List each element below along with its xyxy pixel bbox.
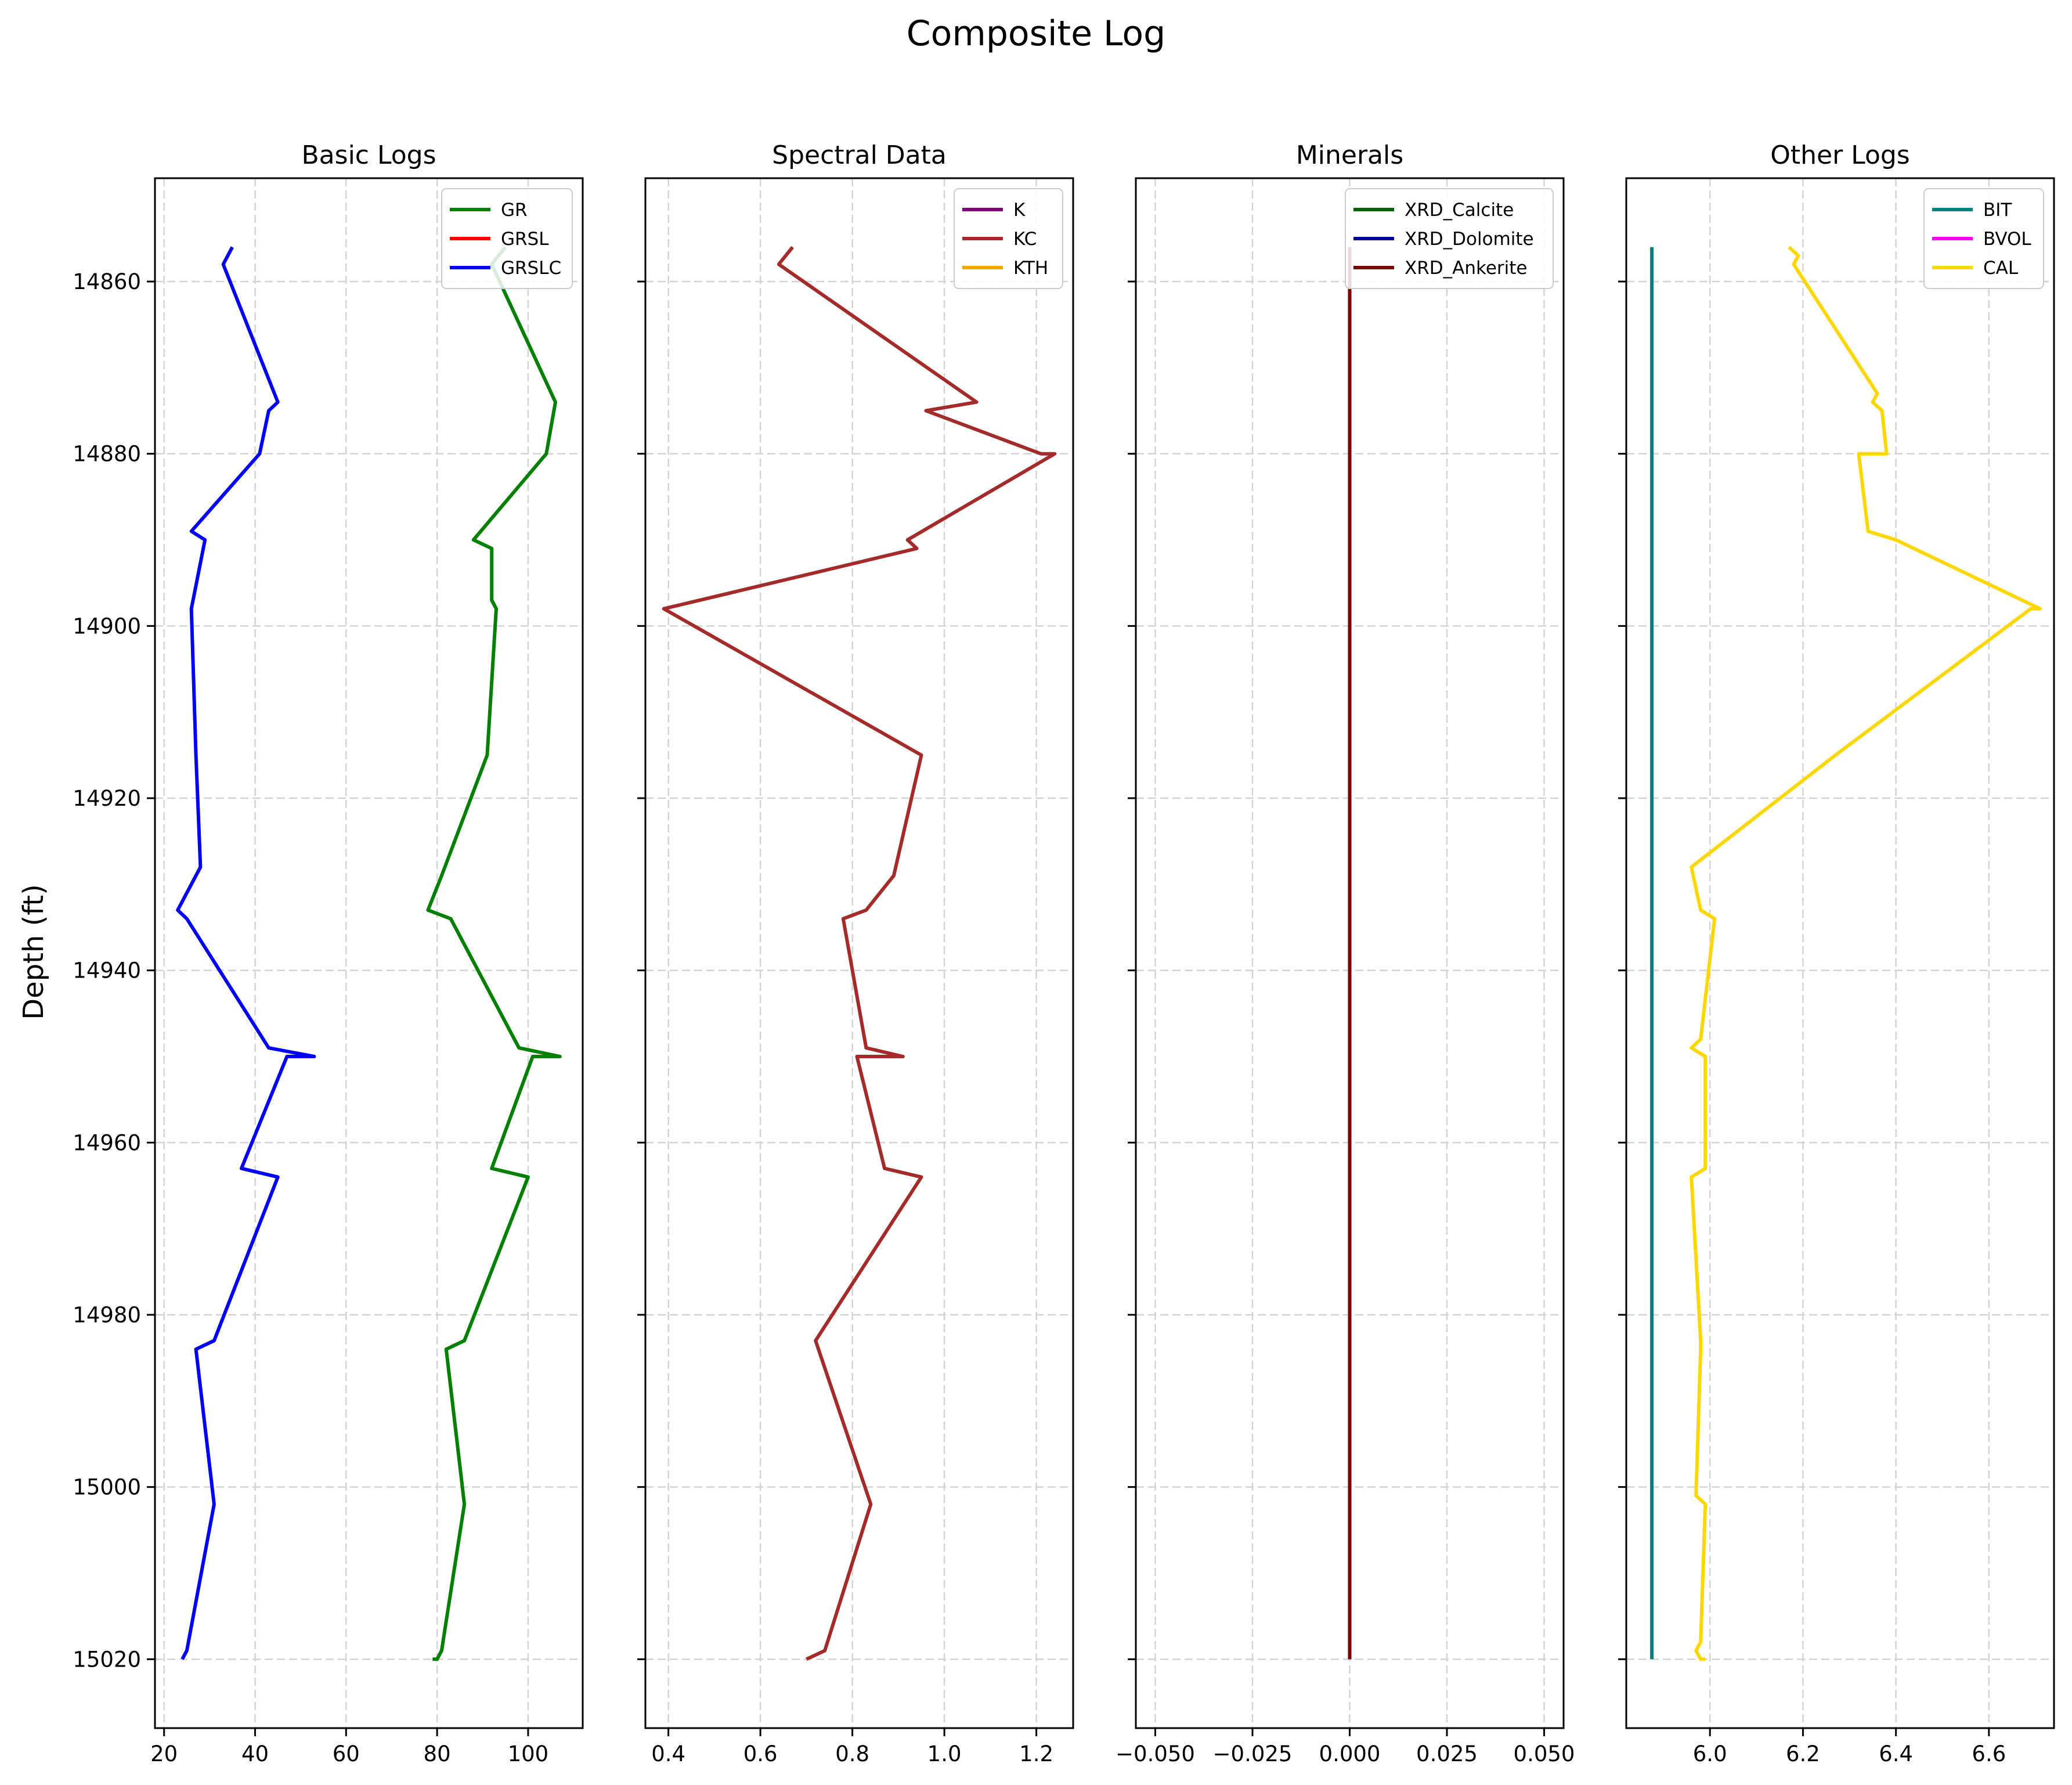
x-tick-label: 6.0 [1693,1741,1727,1766]
legend: XRD_Calcite XRD_Dolomite XRD_Ankerite [1345,188,1554,289]
x-tick-label: 1.0 [927,1741,962,1766]
legend-box [441,188,573,289]
panel-0: 20 40 60 80 100 14860 14880 14900 14920 14940 1496… [73,140,584,1766]
x-tick-label: 6.2 [1786,1741,1820,1766]
y-tick-label: 14960 [73,1130,141,1155]
legend: K KC KTH [954,188,1063,289]
legend: GR GRSL GRSLC [441,188,573,289]
legend-box [954,188,1063,289]
x-tick-label: 60 [333,1741,360,1766]
x-tick-label: 6.6 [1972,1741,2006,1766]
legend-label: K [1013,200,1026,221]
legend-label: GRSLC [501,258,561,279]
x-tick-label: −0.025 [1213,1741,1293,1766]
y-tick-label: 14900 [73,614,141,639]
panels: 20 40 60 80 100 14860 14880 14900 14920 14940 1496… [73,140,2055,1766]
series-line-CAL [1690,246,2042,1661]
legend-label: XRD_Calcite [1405,200,1514,221]
y-tick-label: 14940 [73,958,141,983]
panel-title: Spectral Data [772,140,947,170]
y-tick-label: 14980 [73,1303,141,1328]
axes-frame [644,177,1074,1729]
y-tick-label: 14880 [73,442,141,467]
y-tick-label: 15020 [73,1647,141,1672]
x-tick-label: 100 [508,1741,549,1766]
x-tick-label: 40 [241,1741,269,1766]
x-tick-label: 1.2 [1019,1741,1053,1766]
axes-frame [1625,177,2055,1729]
series-line-KC [662,246,1057,1661]
x-tick-label: 0.8 [835,1741,869,1766]
series-line-GR [426,246,562,1661]
x-tick-label: 0.6 [743,1741,778,1766]
legend-label: BVOL [1983,229,2031,250]
x-tick-label: 6.4 [1879,1741,1913,1766]
legend-label: GR [501,200,528,221]
figure-title: Composite Log [907,13,1165,54]
y-tick-label: 14920 [73,786,141,811]
x-tick-label: 0.050 [1514,1741,1575,1766]
panel-title: Other Logs [1770,140,1909,170]
legend: BIT BVOL CAL [1923,188,2044,289]
y-tick-label: 14860 [73,269,141,294]
legend-label: KC [1013,229,1037,250]
x-tick-label: 80 [424,1741,451,1766]
panel-title: Basic Logs [302,140,436,170]
panel-title: Minerals [1296,140,1403,170]
legend-label: BIT [1983,200,2012,221]
x-tick-label: −0.050 [1116,1741,1195,1766]
panel-1: 0.4 0.6 0.8 1.0 1.2 Spectral Data K KC KTH [637,140,1074,1766]
y-axis-label: Depth (ft) [17,884,50,1020]
panel-2: −0.050 −0.025 0.000 0.025 0.050 Minerals XRD_C… [1116,140,1575,1766]
legend-label: GRSL [501,229,549,250]
y-tick-label: 15000 [73,1475,141,1500]
series-line-GRSLC [176,246,316,1660]
legend-label: KTH [1013,258,1048,279]
x-tick-label: 0.000 [1319,1741,1381,1766]
x-tick-label: 20 [150,1741,178,1766]
legend-box [1923,188,2044,289]
x-tick-label: 0.4 [651,1741,685,1766]
legend-label: XRD_Ankerite [1405,258,1528,279]
axes-frame [154,177,584,1729]
legend-box [1345,188,1554,289]
panel-3: 6.0 6.2 6.4 6.6 Other Logs BIT BVOL CAL [1618,140,2055,1766]
x-tick-label: 0.025 [1416,1741,1478,1766]
legend-label: CAL [1983,258,2019,279]
legend-label: XRD_Dolomite [1405,229,1534,250]
